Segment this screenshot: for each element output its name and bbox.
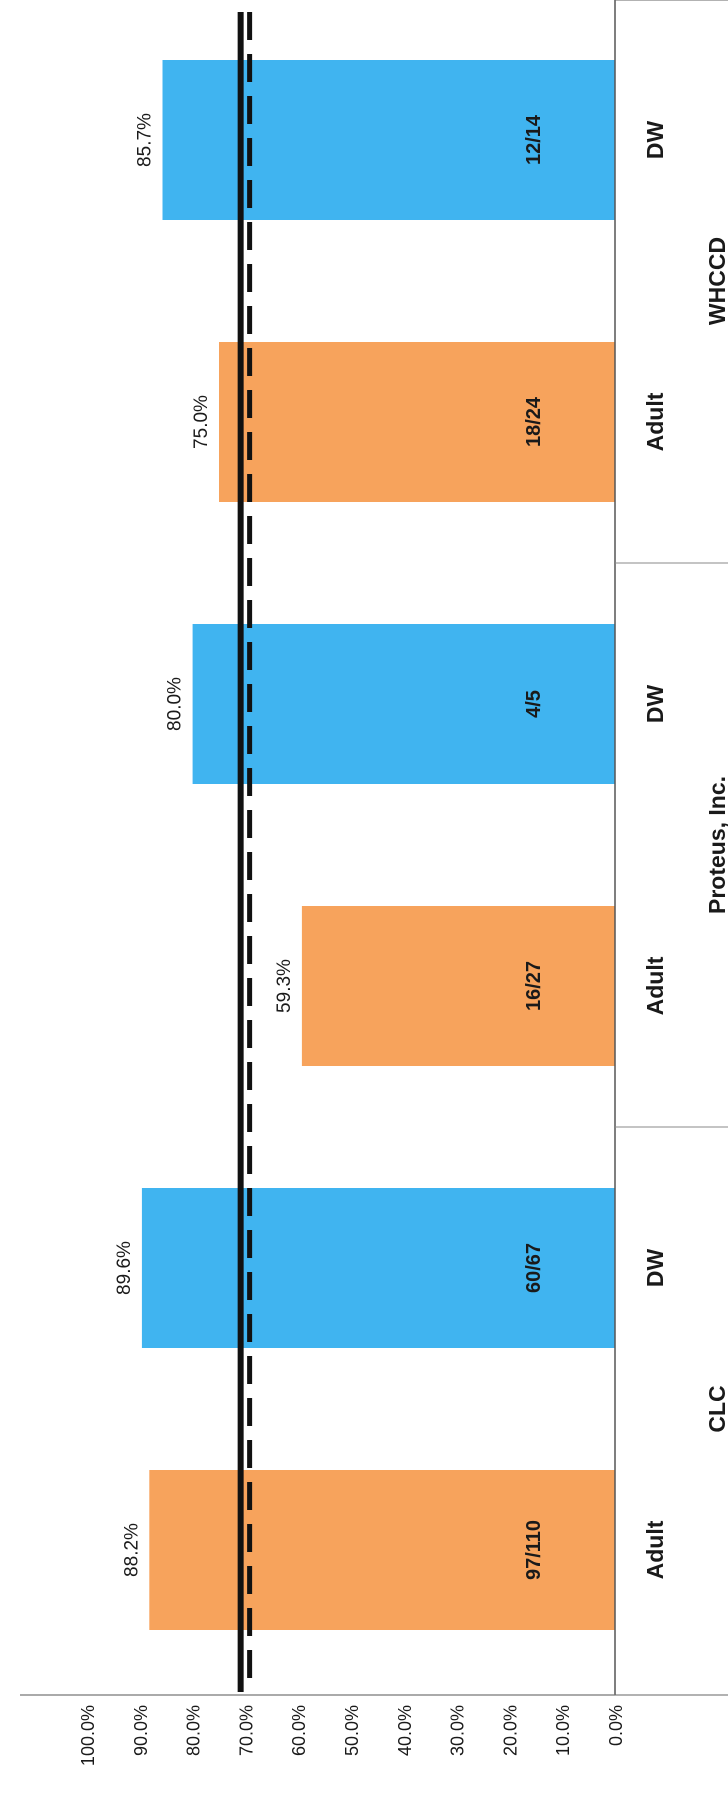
count-label: 97/110 (523, 1520, 545, 1580)
plot-area: 88.2% 97/110 89.6% 60/67 59.3% 16/27 80.0% 4/5 7… (20, 0, 728, 1766)
category-label: Adult (642, 956, 668, 1015)
y-tick-label: 40.0% (395, 1705, 415, 1756)
group-label: Proteus, Inc. (704, 776, 728, 914)
count-label: 18/24 (523, 396, 545, 447)
category-label: Adult (642, 392, 668, 451)
bar (141, 1188, 616, 1348)
category-label: DW (642, 121, 668, 160)
category-label: DW (642, 685, 668, 724)
data-label: 89.6% (114, 1241, 135, 1295)
data-label: 85.7% (135, 113, 156, 167)
data-label: 75.0% (191, 395, 212, 449)
y-tick-label: 10.0% (553, 1705, 573, 1756)
y-tick-label: 20.0% (500, 1705, 520, 1756)
bar (162, 60, 615, 220)
bar (301, 906, 615, 1066)
y-tick-label: 70.0% (236, 1705, 256, 1756)
group-label: WHCCD (704, 237, 728, 325)
count-label: 12/14 (523, 114, 545, 165)
y-tick-label: 0.0% (606, 1705, 626, 1746)
y-tick-label: 60.0% (289, 1705, 309, 1756)
y-tick-label: 50.0% (342, 1705, 362, 1756)
category-label: DW (642, 1249, 668, 1288)
data-label: 88.2% (121, 1523, 142, 1577)
bar (149, 1470, 615, 1630)
bar (219, 342, 615, 502)
group-label: CLC (704, 1385, 728, 1432)
y-tick-label: 80.0% (184, 1705, 204, 1756)
data-label: 59.3% (274, 959, 295, 1013)
bar (192, 624, 615, 784)
y-tick-label: 90.0% (131, 1705, 151, 1756)
category-label: Adult (642, 1520, 668, 1579)
count-label: 60/67 (523, 1243, 545, 1293)
count-label: 16/27 (523, 961, 545, 1011)
y-tick-label: 30.0% (448, 1705, 468, 1756)
data-label: 80.0% (165, 677, 186, 731)
count-label: 4/5 (523, 690, 545, 718)
y-tick-label: 100.0% (78, 1705, 98, 1766)
